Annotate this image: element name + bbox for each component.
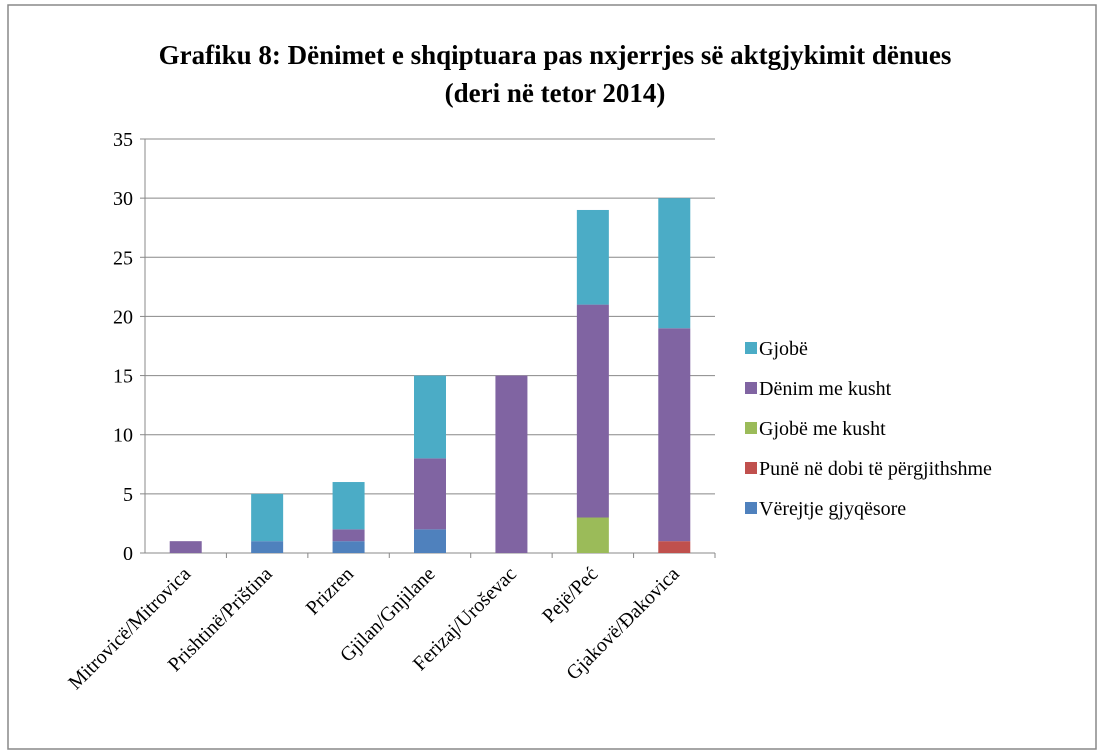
y-tick-label: 15 xyxy=(113,366,133,388)
legend-label: Gjobë me kusht xyxy=(759,418,886,440)
bar-segment xyxy=(332,482,365,530)
legend-label: Punë në dobi të përgjithshme xyxy=(759,458,992,480)
y-tick-label: 5 xyxy=(123,484,133,506)
y-tick-label: 20 xyxy=(113,306,133,328)
legend-swatch xyxy=(745,342,757,354)
bar-segment xyxy=(414,458,446,530)
legend-label: Gjobë xyxy=(759,338,808,360)
bar-segment xyxy=(576,304,609,518)
bar-segment xyxy=(576,517,609,553)
legend-swatch xyxy=(745,382,757,394)
bar-segment xyxy=(414,529,446,553)
legend-label: Dënim me kusht xyxy=(759,378,892,400)
legend-label: Vërejtje gjyqësore xyxy=(759,498,906,520)
y-tick-label: 25 xyxy=(113,247,133,269)
bar-segment xyxy=(658,198,691,329)
bar-segment xyxy=(658,541,691,553)
bar-segment xyxy=(251,541,284,553)
y-tick-label: 10 xyxy=(113,425,133,447)
chart-border xyxy=(7,4,1097,750)
bar-segment xyxy=(576,209,609,305)
bar-segment xyxy=(495,375,528,553)
bar-segment xyxy=(332,541,365,553)
chart-title: Grafiku 8: Dënimet e shqiptuara pas nxje… xyxy=(158,40,952,108)
legend-swatch xyxy=(745,462,757,474)
bar-segment xyxy=(658,328,691,542)
y-tick-label: 0 xyxy=(123,543,133,565)
bar-segment xyxy=(169,541,202,553)
y-tick-label: 35 xyxy=(113,129,133,151)
bar-segment xyxy=(332,529,365,542)
bar-segment xyxy=(414,375,446,459)
y-tick-label: 30 xyxy=(113,188,133,210)
legend-swatch xyxy=(745,422,757,434)
legend-swatch xyxy=(745,502,757,514)
bar-segment xyxy=(251,493,284,542)
